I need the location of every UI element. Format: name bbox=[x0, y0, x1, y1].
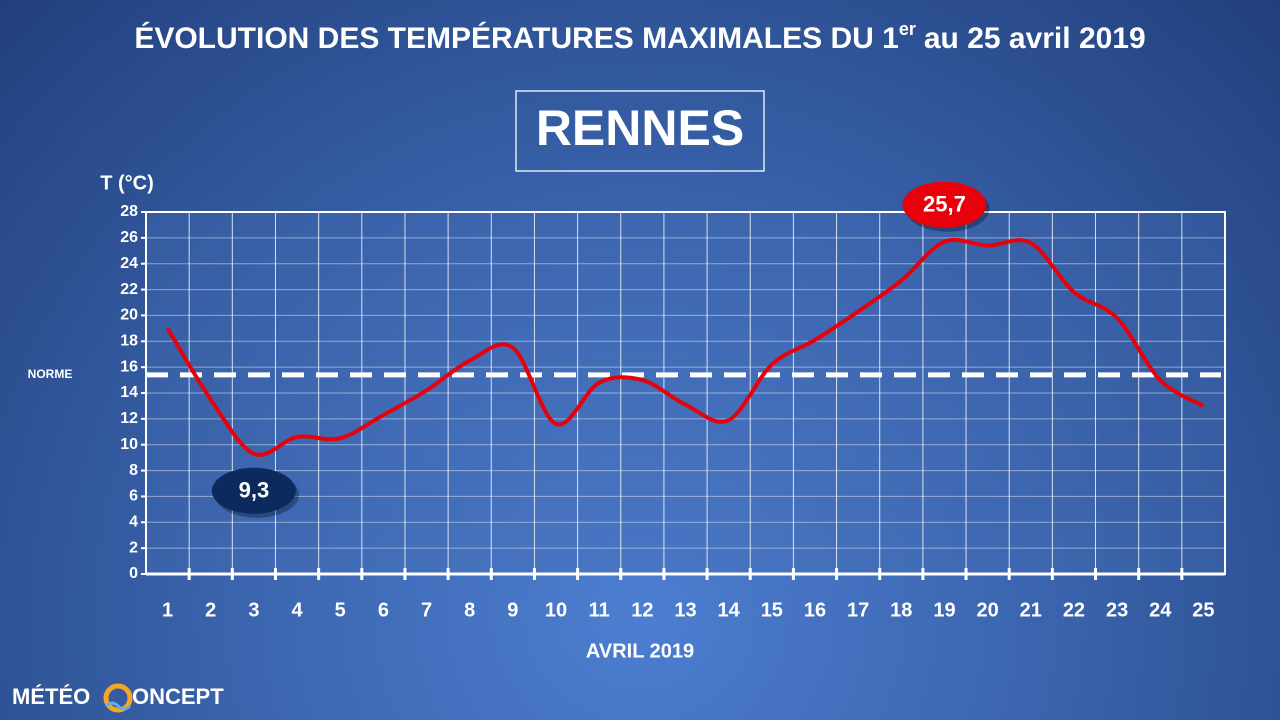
annotation-label: 9,3 bbox=[239, 478, 270, 503]
title-sup: er bbox=[899, 19, 916, 39]
x-axis-label: AVRIL 2019 bbox=[586, 640, 694, 662]
y-tick-label: 20 bbox=[120, 307, 138, 324]
y-tick-label: 14 bbox=[120, 384, 138, 401]
x-tick-label: 2 bbox=[205, 599, 216, 621]
norm-label: NORME bbox=[28, 367, 73, 381]
x-tick-label: 15 bbox=[761, 599, 783, 621]
logo-wave bbox=[104, 701, 132, 711]
x-tick-label: 21 bbox=[1020, 599, 1042, 621]
x-tick-label: 24 bbox=[1149, 599, 1172, 621]
x-tick-label: 11 bbox=[589, 599, 610, 621]
x-tick-label: 7 bbox=[421, 599, 432, 621]
y-tick-label: 0 bbox=[129, 565, 138, 582]
x-tick-label: 14 bbox=[718, 599, 741, 621]
logo-icon bbox=[103, 683, 133, 713]
x-tick-label: 6 bbox=[378, 599, 389, 621]
x-tick-label: 5 bbox=[335, 599, 346, 621]
y-tick-label: 26 bbox=[120, 229, 138, 246]
x-tick-label: 3 bbox=[248, 599, 259, 621]
plot-area bbox=[146, 212, 1225, 574]
y-tick-label: 4 bbox=[129, 514, 138, 531]
chart-title: ÉVOLUTION DES TEMPÉRATURES MAXIMALES DU … bbox=[134, 19, 1145, 55]
y-tick-label: 28 bbox=[120, 203, 138, 220]
annotation-bubble bbox=[902, 181, 987, 228]
subtitle-box bbox=[515, 90, 765, 172]
y-axis-label: T (°C) bbox=[100, 172, 154, 194]
x-tick-label: 13 bbox=[674, 599, 696, 621]
title-part: au 25 avril 2019 bbox=[924, 22, 1146, 55]
y-tick-label: 18 bbox=[120, 333, 138, 350]
x-tick-label: 18 bbox=[890, 599, 912, 621]
y-tick-label: 22 bbox=[120, 281, 138, 298]
x-tick-label: 1 bbox=[162, 599, 173, 621]
x-tick-label: 23 bbox=[1106, 599, 1128, 621]
y-tick-label: 12 bbox=[120, 410, 138, 427]
x-tick-label: 9 bbox=[507, 599, 518, 621]
logo-text: MÉTÉO bbox=[12, 684, 90, 709]
y-tick-label: 16 bbox=[120, 358, 138, 375]
temperature-line bbox=[165, 237, 1205, 457]
x-tick-label: 4 bbox=[291, 599, 303, 621]
y-tick-label: 2 bbox=[129, 539, 138, 556]
x-tick-label: 12 bbox=[631, 599, 653, 621]
y-tick-label: 24 bbox=[120, 255, 138, 272]
x-tick-label: 8 bbox=[464, 599, 475, 621]
x-tick-label: 10 bbox=[545, 599, 567, 621]
y-tick-label: 10 bbox=[120, 436, 138, 453]
subtitle: RENNES bbox=[536, 100, 744, 156]
x-tick-label: 16 bbox=[804, 599, 826, 621]
y-tick-label: 6 bbox=[129, 488, 138, 505]
x-tick-label: 25 bbox=[1192, 599, 1214, 621]
title-part: ÉVOLUTION DES TEMPÉRATURES MAXIMALES DU … bbox=[134, 21, 899, 55]
x-tick-label: 22 bbox=[1063, 599, 1085, 621]
x-tick-label: 19 bbox=[933, 599, 955, 621]
y-tick-label: 8 bbox=[129, 462, 138, 479]
logo-text: ONCEPT bbox=[132, 684, 224, 709]
x-tick-label: 20 bbox=[976, 599, 998, 621]
annotation-bubble bbox=[211, 467, 296, 514]
x-tick-label: 17 bbox=[847, 599, 869, 621]
annotation-label: 25,7 bbox=[923, 192, 966, 217]
logo: MÉTÉO ONCEPT bbox=[12, 683, 224, 713]
